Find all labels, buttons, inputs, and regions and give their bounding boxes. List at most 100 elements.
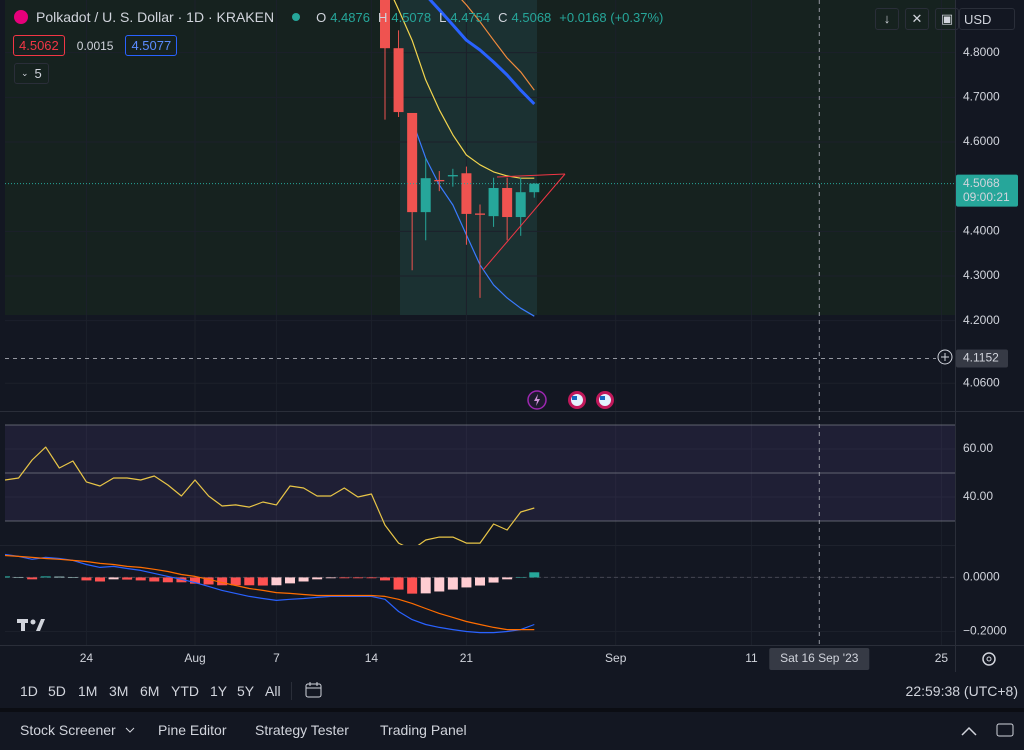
indicator-toggle[interactable]: ⌄ 5 bbox=[14, 63, 49, 84]
histogram-bar bbox=[325, 577, 336, 579]
candle-body bbox=[515, 192, 526, 218]
histogram-bar bbox=[5, 576, 10, 578]
ohlc-value: 4.4876 bbox=[330, 9, 370, 25]
price-change: +0.0168 (+0.37%) bbox=[559, 9, 664, 25]
histogram-bar bbox=[40, 576, 51, 578]
histogram-bar bbox=[27, 577, 38, 580]
logo-part bbox=[21, 619, 25, 631]
histogram-bar bbox=[230, 577, 241, 586]
drawing-line bbox=[482, 173, 566, 271]
histogram-bar bbox=[108, 577, 119, 580]
maximize-icon[interactable] bbox=[996, 723, 1014, 737]
y-tick-label: 0.0000 bbox=[963, 570, 1000, 584]
histogram-bar bbox=[502, 577, 513, 580]
line-series bbox=[5, 553, 535, 634]
timeframe-button[interactable]: 5D bbox=[48, 683, 66, 699]
close-button[interactable]: ✕ bbox=[905, 8, 929, 30]
gear[interactable] bbox=[982, 652, 996, 666]
histogram-bar bbox=[149, 577, 160, 582]
candle-body bbox=[380, 0, 390, 49]
date-range-icon[interactable] bbox=[305, 682, 322, 698]
y-tick-label: −0.2000 bbox=[963, 624, 1007, 638]
last-price-label: 4.5068 bbox=[963, 176, 1000, 190]
scroll-button[interactable]: ↓ bbox=[875, 8, 899, 30]
histogram-bar bbox=[81, 577, 92, 581]
market-status bbox=[292, 13, 301, 21]
calendar[interactable] bbox=[305, 683, 322, 698]
bottom-tab[interactable]: Pine Editor bbox=[158, 722, 227, 738]
y-tick-label: 4.3000 bbox=[963, 268, 1000, 282]
ohlc-key: L bbox=[439, 9, 447, 25]
plot bbox=[5, 0, 955, 645]
timeframe-button[interactable]: YTD bbox=[171, 683, 199, 699]
bottom-tab[interactable]: Strategy Tester bbox=[255, 722, 349, 738]
line-series bbox=[5, 554, 535, 631]
symbol-title[interactable]: Polkadot / U. S. Dollar · 1D · KRAKEN bbox=[36, 9, 275, 25]
candle-body bbox=[407, 112, 418, 213]
grid bbox=[5, 0, 955, 645]
candle-body bbox=[420, 178, 431, 213]
drawing-line bbox=[496, 173, 566, 178]
histogram-bar bbox=[244, 577, 255, 586]
timeframe-button[interactable]: 1D bbox=[20, 683, 38, 699]
crosshair-date-label: Sat 16 Sep '23 bbox=[780, 651, 859, 665]
ohlc-key: O bbox=[316, 9, 327, 25]
timeframe-button[interactable]: All bbox=[265, 683, 281, 699]
settings-icon[interactable] bbox=[982, 652, 996, 666]
crosshair-price-label: 4.1152 bbox=[963, 351, 999, 365]
histogram-bar bbox=[407, 577, 418, 594]
ohlc-value: 4.4754 bbox=[450, 9, 491, 25]
add-icon[interactable] bbox=[937, 349, 953, 365]
candle-body bbox=[529, 183, 540, 193]
candle-body bbox=[461, 173, 472, 214]
candle-body bbox=[393, 48, 404, 113]
dropdown-chevron[interactable] bbox=[125, 727, 135, 733]
histogram-bar bbox=[352, 577, 363, 579]
candle-body bbox=[475, 213, 485, 215]
indicator-value: 4.5062 bbox=[13, 35, 65, 56]
last-price-box bbox=[956, 174, 1018, 207]
timeframe-button[interactable]: 6M bbox=[140, 683, 160, 699]
tabbar-bg bbox=[0, 712, 1024, 750]
histogram-bar bbox=[420, 577, 431, 594]
calendar-lines bbox=[306, 682, 321, 689]
bottom-tab[interactable]: Trading Panel bbox=[380, 722, 467, 738]
x-tick-label: Aug bbox=[184, 651, 205, 665]
histogram-bar bbox=[257, 577, 268, 586]
timeframe-button[interactable]: 3M bbox=[109, 683, 129, 699]
collapse-icon[interactable] bbox=[961, 726, 977, 736]
toolbar-bg bbox=[0, 672, 1024, 708]
histogram-bar bbox=[461, 577, 472, 588]
ohlc-value: 4.5068 bbox=[511, 9, 552, 25]
histogram-bar bbox=[285, 577, 295, 584]
timeframe-button[interactable]: 5Y bbox=[237, 683, 255, 699]
currency-select[interactable]: USD bbox=[959, 8, 1015, 30]
indicator-box bbox=[400, 0, 537, 315]
histogram-bar bbox=[95, 577, 105, 582]
lightning bbox=[534, 394, 540, 406]
event-icons bbox=[527, 390, 614, 410]
histogram-bar bbox=[366, 577, 377, 579]
y-tick-label: 40.00 bbox=[963, 489, 993, 503]
clock: 22:59:38 (UTC+8) bbox=[905, 683, 1018, 699]
y-tick-label: 4.2000 bbox=[963, 313, 1000, 327]
bottom-tab[interactable]: Stock Screener bbox=[20, 722, 116, 738]
layout-button[interactable]: ▣ bbox=[935, 8, 959, 30]
line-series bbox=[428, 0, 536, 106]
histogram-bar bbox=[271, 577, 282, 586]
pane-1 bbox=[5, 424, 955, 545]
histogram-bar bbox=[475, 577, 485, 586]
x-tick-label: 25 bbox=[935, 651, 949, 665]
histogram-bar bbox=[434, 577, 445, 592]
pane-0 bbox=[380, 0, 540, 317]
timeframe-button[interactable]: 1Y bbox=[210, 683, 228, 699]
y-tick-label: 4.6000 bbox=[963, 134, 1000, 148]
timeframe-button[interactable]: 1M bbox=[78, 683, 98, 699]
crosshair-add[interactable] bbox=[937, 349, 953, 365]
histogram-bar bbox=[447, 577, 458, 590]
toolbar-gap bbox=[0, 708, 1024, 712]
logo-part bbox=[36, 619, 45, 631]
y-tick-label: 4.8000 bbox=[963, 45, 1000, 59]
